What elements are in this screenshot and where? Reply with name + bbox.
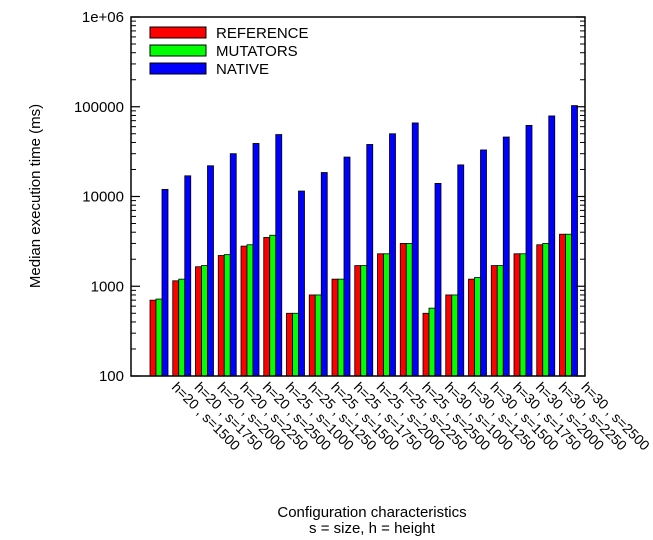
bar-native-1 xyxy=(184,175,192,377)
bar-mutators-13 xyxy=(451,294,459,377)
y-tick-label: 1000 xyxy=(91,278,124,295)
legend-swatch-native xyxy=(149,62,207,75)
bar-native-2 xyxy=(207,165,214,377)
bar-mutators-7 xyxy=(314,294,322,377)
y-tick-label: 100 xyxy=(99,368,124,385)
bar-native-13 xyxy=(457,164,465,377)
legend-label-reference: REFERENCE xyxy=(216,25,309,42)
y-tick-label: 100000 xyxy=(74,99,124,116)
bar-reference-5 xyxy=(263,237,271,377)
bar-native-11 xyxy=(411,122,419,377)
legend-label-mutators: MUTATORS xyxy=(216,43,298,60)
x-axis-subtitle: s = size, h = height xyxy=(309,520,436,537)
y-axis-title: Median execution time (ms) xyxy=(27,104,44,288)
bar-native-7 xyxy=(320,172,328,377)
bar-native-3 xyxy=(229,153,237,377)
bar-reference-3 xyxy=(217,255,225,377)
bar-mutators-1 xyxy=(178,278,186,377)
bar-mutators-16 xyxy=(519,253,527,377)
bar-native-5 xyxy=(275,134,283,377)
bar-mutators-11 xyxy=(405,243,413,377)
bar-native-16 xyxy=(525,124,533,377)
legend-swatch-mutators xyxy=(149,44,207,57)
bar-reference-11 xyxy=(399,243,407,377)
bar-mutators-0 xyxy=(155,298,163,377)
bar-mutators-15 xyxy=(496,265,504,377)
bar-native-9 xyxy=(366,144,374,377)
y-tick-label: 1e+06 xyxy=(82,9,124,26)
bar-reference-10 xyxy=(377,253,384,377)
bar-native-17 xyxy=(548,115,556,377)
bar-reference-12 xyxy=(422,312,430,377)
bar-mutators-14 xyxy=(474,277,481,377)
bar-reference-14 xyxy=(468,278,475,377)
bars-layer xyxy=(149,105,578,377)
bar-mutators-3 xyxy=(223,254,231,377)
bar-reference-6 xyxy=(286,312,293,377)
bar-reference-18 xyxy=(559,233,566,377)
bar-native-6 xyxy=(298,190,305,377)
bar-reference-4 xyxy=(240,245,248,377)
bar-reference-17 xyxy=(536,244,544,377)
legend-label-native: NATIVE xyxy=(216,61,269,78)
bar-native-0 xyxy=(161,188,169,377)
bar-mutators-8 xyxy=(337,278,345,377)
bar-mutators-10 xyxy=(383,253,390,377)
bar-reference-2 xyxy=(195,266,202,377)
bar-mutators-6 xyxy=(292,312,299,377)
bar-reference-1 xyxy=(172,280,180,377)
legend-swatch-reference xyxy=(149,26,207,39)
bar-reference-13 xyxy=(445,294,453,377)
x-axis-title: Configuration characteristics xyxy=(277,504,466,521)
bar-native-14 xyxy=(480,149,487,377)
bar-reference-8 xyxy=(331,278,339,377)
bar-native-12 xyxy=(434,182,442,377)
bar-mutators-18 xyxy=(565,233,572,377)
bar-mutators-9 xyxy=(360,265,368,377)
bar-reference-7 xyxy=(308,294,316,377)
bar-reference-0 xyxy=(149,299,157,377)
bar-native-8 xyxy=(343,156,351,377)
bar-native-4 xyxy=(252,143,260,377)
bar-reference-16 xyxy=(513,253,521,377)
y-axis: 100 1000 10000 100000 1e+06 xyxy=(74,9,585,385)
bar-mutators-12 xyxy=(428,307,436,377)
bar-native-18 xyxy=(571,105,578,377)
bar-reference-15 xyxy=(490,265,498,377)
bar-reference-9 xyxy=(354,265,362,377)
bar-mutators-4 xyxy=(246,244,254,377)
bar-native-15 xyxy=(502,136,510,377)
bar-mutators-5 xyxy=(269,234,277,377)
bar-native-10 xyxy=(389,133,396,377)
bar-mutators-2 xyxy=(201,265,208,377)
bar-mutators-17 xyxy=(542,243,550,377)
y-tick-label: 10000 xyxy=(82,189,124,206)
